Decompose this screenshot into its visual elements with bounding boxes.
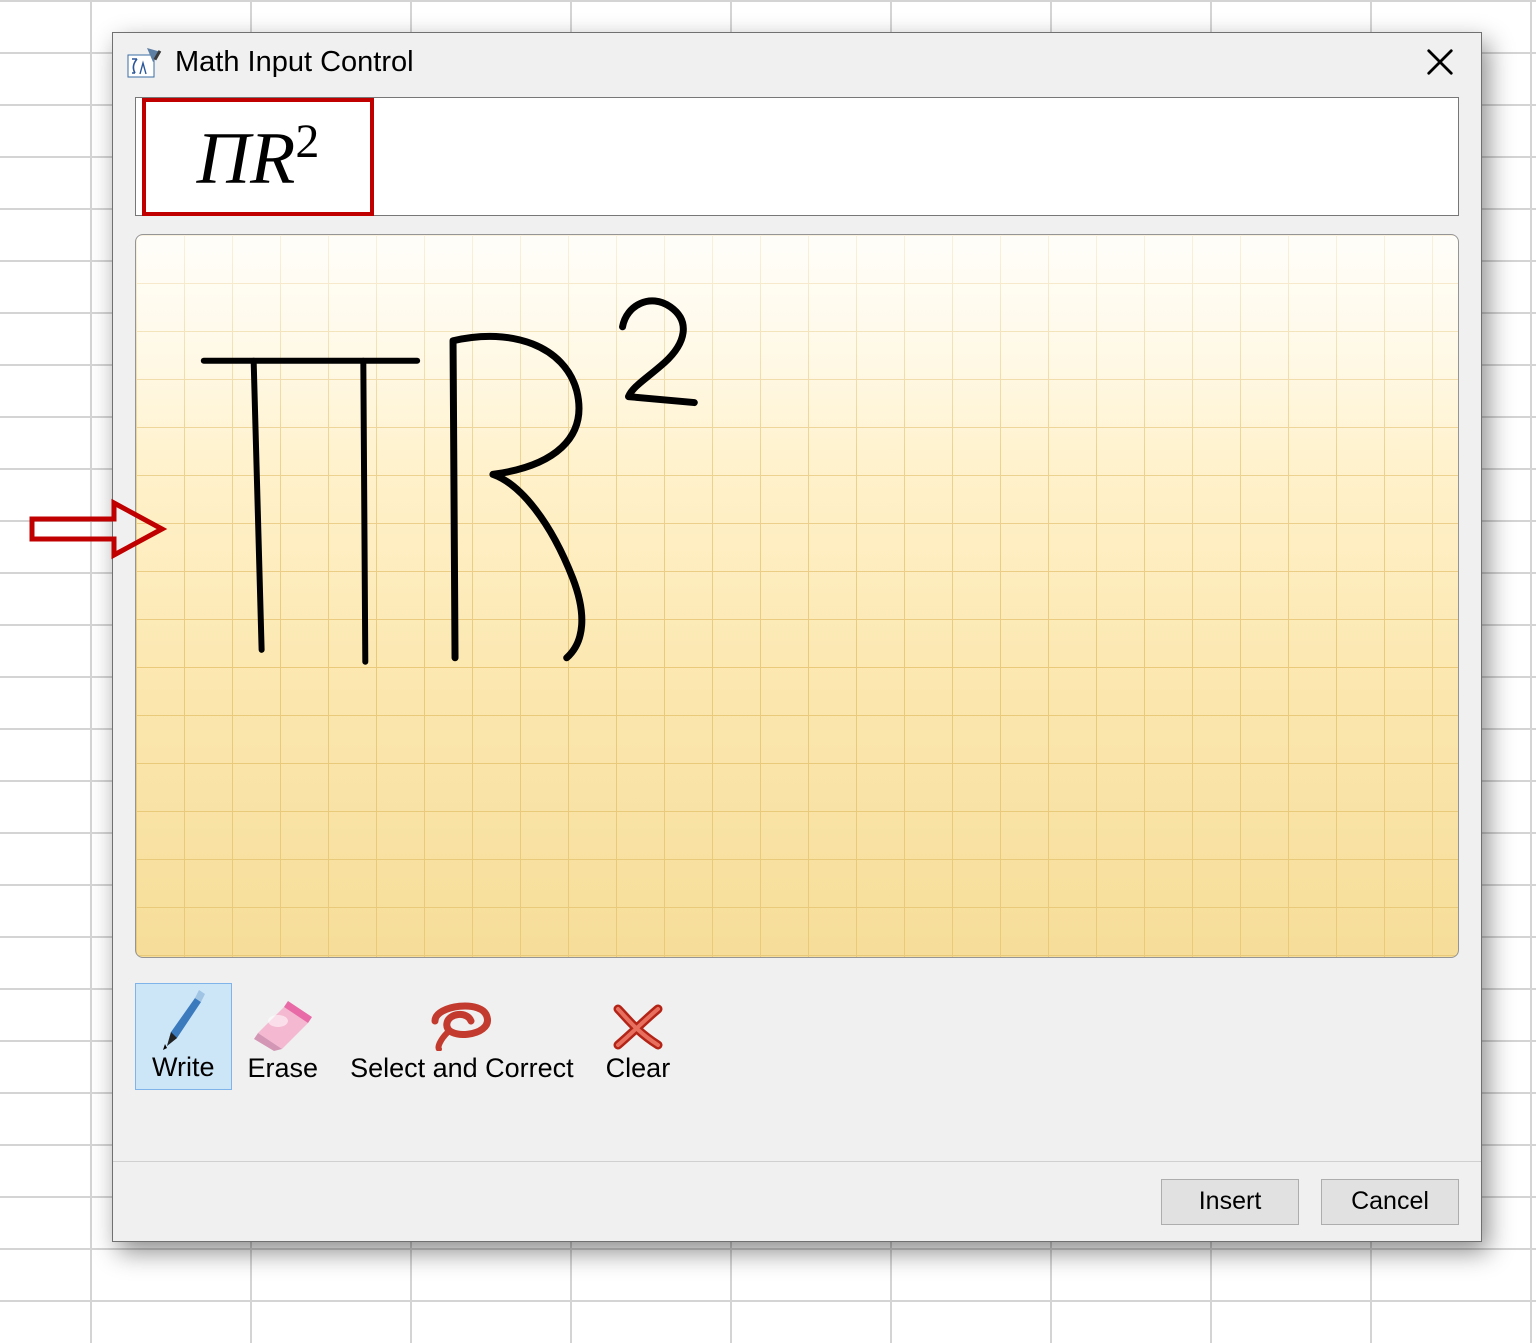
ink-input-panel[interactable] [135,234,1459,958]
formula-variable: R [250,118,295,200]
close-icon [1425,47,1455,77]
callout-arrow-icon [28,497,168,561]
tool-clear[interactable]: Clear [590,985,687,1090]
formula-exponent: 2 [295,115,319,168]
cancel-button[interactable]: Cancel [1321,1179,1459,1225]
tool-erase[interactable]: Erase [232,985,335,1090]
math-input-control-dialog: Math Input Control ΠR2 [112,32,1482,1242]
formula-pi: Π [197,118,250,200]
ink-strokes [136,235,1458,957]
lasso-icon [423,989,501,1051]
window-title: Math Input Control [175,46,1417,79]
recognized-formula-box: ΠR2 [135,97,1459,216]
tool-clear-label: Clear [606,1053,671,1084]
x-icon [612,989,664,1051]
app-icon [127,46,163,79]
recognized-formula: ΠR2 [197,118,320,196]
tool-select-correct[interactable]: Select and Correct [334,985,590,1090]
title-bar[interactable]: Math Input Control [113,33,1481,91]
tool-erase-label: Erase [248,1053,319,1084]
tool-write[interactable]: Write [135,983,232,1090]
pen-icon [161,988,205,1050]
formula-highlight-box: ΠR2 [142,98,374,216]
eraser-icon [250,989,316,1051]
tool-row: Write Erase Select and Correct [135,972,1467,1090]
tool-select-correct-label: Select and Correct [350,1053,574,1084]
tool-write-label: Write [152,1052,215,1083]
dialog-button-bar: Insert Cancel [113,1161,1481,1241]
insert-button[interactable]: Insert [1161,1179,1299,1225]
close-button[interactable] [1417,39,1463,85]
